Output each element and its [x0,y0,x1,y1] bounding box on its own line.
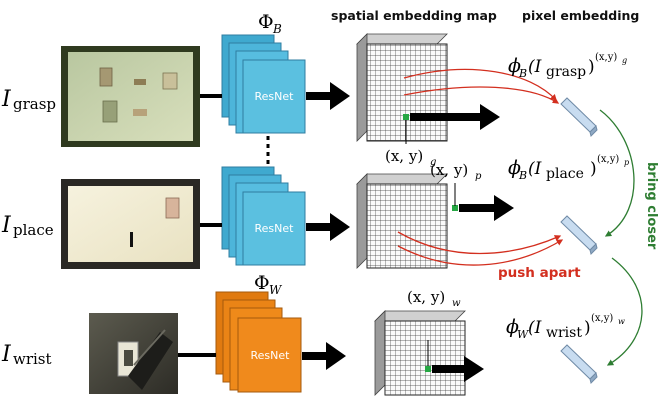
spatial-map-header: spatial embedding map [331,8,497,23]
wrist-image [89,313,178,394]
coord-label-grasp: (x, y) g [385,147,436,168]
svg-text:(x, y): (x, y) [430,161,468,179]
push-curve-4 [397,239,564,266]
bring-curve-2 [606,257,643,366]
svg-text:wrist: wrist [546,325,582,341]
svg-text:(I: (I [528,57,542,77]
resnet-wrist: ResNet [215,291,302,393]
svg-text:(x,y): (x,y) [597,154,619,165]
svg-text:w: w [452,298,461,309]
svg-text:Φ: Φ [258,11,274,33]
svg-text:W: W [517,328,530,341]
svg-text:g: g [622,56,627,65]
resnet-label-grasp: ResNet [255,90,295,103]
svg-text:B: B [518,67,527,80]
embedding-formula-grasp: ϕ B (I grasp ) (x,y) g [508,52,627,80]
phi-w-label: Φ W [254,272,283,297]
svg-text:p: p [624,158,629,167]
embedding-vector-place [560,215,598,255]
svg-text:(x, y): (x, y) [385,147,423,165]
svg-text:W: W [269,283,283,297]
selected-pixel-place [452,205,458,211]
grasp-image [61,46,200,147]
spatial-map-place [356,173,448,269]
svg-text:ϕ: ϕ [508,55,521,77]
embedding-formula-place: ϕ B (I place ) (x,y) p [508,154,629,182]
arrow-net-to-map-place [306,213,350,241]
svg-text:w: w [618,317,625,326]
svg-text:grasp: grasp [546,64,586,80]
svg-text:p: p [475,171,482,182]
svg-text:): ) [588,57,595,77]
resnet-label-wrist: ResNet [251,349,291,362]
svg-text:B: B [518,169,527,182]
spatial-map-wrist [374,310,466,396]
spatial-map-grasp [356,33,448,142]
resnet-place: ResNet [221,166,306,266]
svg-text:(x, y): (x, y) [407,288,445,306]
svg-text:Φ: Φ [254,272,270,294]
svg-text:place: place [13,221,54,239]
resnet-grasp: ResNet [221,34,306,134]
svg-text:grasp: grasp [13,95,56,113]
coord-label-wrist: (x, y) w [407,288,461,309]
coord-label-place: (x, y) p [430,161,482,182]
arrow-net-to-map-wrist [302,342,346,370]
input-label-wrist: I wrist [1,342,52,368]
bring-closer-label: bring closer [644,162,659,250]
svg-text:B: B [272,22,282,36]
arrow-pixel-place [459,195,514,221]
embedding-formula-wrist: ϕ W (I wrist ) (x,y) w [506,313,625,341]
push-curve-3 [397,231,562,255]
selected-pixel-grasp [403,114,409,120]
svg-text:(I: (I [528,318,542,338]
bring-closer-bg [645,158,661,256]
arrow-pixel-wrist [432,356,484,382]
svg-text:(I: (I [528,159,542,179]
svg-text:ϕ: ϕ [506,316,519,338]
push-curve-2 [403,86,560,104]
svg-text:(x,y): (x,y) [595,52,617,63]
embedding-vector-grasp [560,97,598,137]
svg-text:): ) [590,159,597,179]
svg-text:): ) [584,318,591,338]
push-apart-label: push apart [498,265,581,281]
input-label-place: I place [1,213,54,239]
svg-text:I: I [1,342,12,367]
place-image [61,179,200,269]
phi-b-header: Φ B [258,11,282,36]
svg-text:place: place [546,166,584,182]
svg-text:ϕ: ϕ [508,157,521,179]
push-curve-1 [403,68,557,101]
embedding-vector-wrist [560,344,598,384]
svg-text:g: g [430,157,436,168]
svg-text:I: I [1,213,12,238]
resnet-label-place: ResNet [255,222,295,235]
svg-text:I: I [1,87,12,112]
selected-pixel-wrist [425,366,431,372]
input-label-grasp: I grasp [1,87,56,113]
pixel-embedding-header: pixel embedding [522,8,639,23]
svg-text:(x,y): (x,y) [591,313,613,324]
bring-curve-1 [599,109,635,237]
arrow-pixel-grasp [410,104,500,130]
arrow-net-to-map-grasp [306,82,350,110]
svg-text:wrist: wrist [13,350,52,368]
